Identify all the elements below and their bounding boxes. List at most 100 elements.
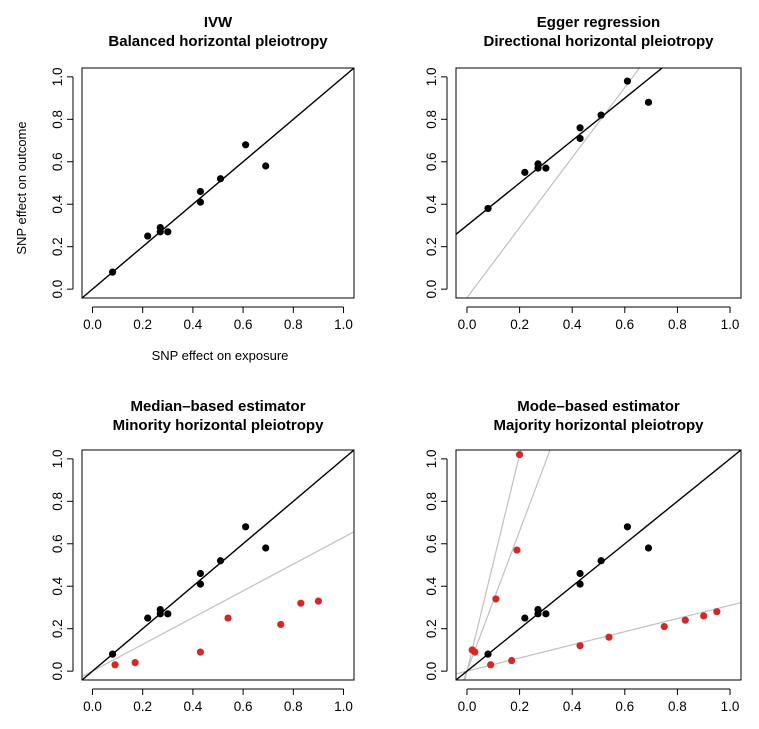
panel-3-series-black — [108, 523, 270, 658]
panel-2-lines — [456, 68, 664, 298]
y-tick-label: 0.6 — [424, 534, 439, 553]
data-point — [623, 77, 632, 85]
y-tick-label: 0.8 — [50, 110, 65, 129]
panel-2-series-black — [484, 77, 653, 213]
x-tick-label: 0.6 — [615, 699, 634, 714]
data-point — [131, 659, 139, 667]
data-point — [576, 580, 584, 588]
panel-4-fit-line-4 — [456, 450, 741, 680]
y-tick-label: 0.4 — [50, 194, 65, 213]
data-point — [242, 141, 250, 149]
data-point — [196, 198, 205, 206]
panel-3-lines — [82, 450, 354, 680]
y-tick-label: 0.6 — [50, 152, 65, 171]
x-tick-label: 0.2 — [133, 317, 152, 332]
x-tick-label: 0.4 — [563, 699, 582, 714]
x-tick-label: 0.8 — [668, 699, 687, 714]
data-point — [196, 648, 205, 656]
panel-4-title-line-2: Majority horizontal pleiotropy — [493, 417, 704, 434]
panel-3-title-line-2: Minority horizontal pleiotropy — [113, 417, 324, 434]
data-point — [576, 642, 584, 650]
data-point — [713, 608, 721, 616]
data-point — [515, 451, 524, 459]
x-tick-label: 1.0 — [334, 317, 353, 332]
data-point — [605, 633, 613, 641]
data-point — [314, 597, 323, 605]
x-tick-label: 0.2 — [510, 317, 529, 332]
panel-4-ref-line-1 — [464, 450, 522, 680]
x-tick-label: 0.6 — [615, 317, 634, 332]
panel-1-lines — [82, 68, 354, 298]
data-point — [542, 164, 550, 172]
x-tick-label: 0.0 — [458, 699, 477, 714]
x-tick-label: 0.8 — [284, 699, 303, 714]
panel-4: Mode–based estimator Majority horizontal … — [424, 398, 742, 714]
y-tick-label: 0.2 — [50, 619, 65, 638]
y-tick-label: 0.0 — [424, 662, 439, 681]
x-axis-label: SNP effect on exposure — [152, 348, 289, 363]
panel-4-lines — [456, 450, 741, 680]
data-point — [216, 175, 225, 183]
data-point — [487, 661, 495, 669]
y-tick-label: 0.4 — [424, 576, 439, 595]
x-tick-label: 1.0 — [721, 317, 740, 332]
data-point — [484, 204, 492, 213]
panel-1-series-black — [108, 141, 270, 276]
y-tick-label: 0.8 — [424, 492, 439, 511]
panel-3-title-line-1: Median–based estimator — [130, 398, 305, 415]
x-tick-label: 0.4 — [184, 699, 203, 714]
x-tick-label: 0.0 — [83, 317, 102, 332]
panel-3-ref-line-1 — [82, 531, 354, 678]
panel-1-fit-line-1 — [82, 68, 354, 298]
panel-3-fit-line-2 — [82, 450, 354, 680]
data-point — [521, 614, 529, 622]
y-tick-label: 0.4 — [50, 576, 65, 595]
panel-4-ref-line-2 — [463, 450, 551, 680]
panel-3-frame — [81, 449, 355, 681]
y-tick-label: 0.8 — [424, 110, 439, 129]
x-tick-label: 0.0 — [458, 317, 477, 332]
y-tick-label: 0.0 — [424, 280, 439, 299]
data-point — [277, 620, 285, 629]
data-point — [111, 661, 119, 669]
x-tick-label: 0.8 — [668, 317, 687, 332]
y-tick-label: 0.0 — [50, 662, 65, 681]
data-point — [576, 134, 584, 143]
data-point — [242, 523, 250, 531]
data-point — [471, 648, 479, 656]
x-tick-label: 0.0 — [83, 699, 102, 714]
panel-4-series-red — [468, 451, 721, 669]
y-tick-label: 0.6 — [424, 152, 439, 171]
panel-2: Egger regression Directional horizontal p… — [424, 14, 742, 332]
y-tick-label: 1.0 — [424, 67, 439, 86]
data-point — [597, 111, 605, 119]
data-point — [297, 599, 305, 607]
panel-4-ref-line-3 — [456, 601, 741, 675]
y-tick-label: 0.8 — [50, 492, 65, 511]
data-point — [262, 162, 270, 170]
x-tick-label: 0.6 — [234, 699, 253, 714]
x-tick-label: 0.2 — [133, 699, 152, 714]
data-point — [576, 569, 584, 578]
data-point — [681, 616, 689, 624]
x-tick-label: 0.4 — [184, 317, 203, 332]
data-point — [262, 544, 270, 552]
data-point — [156, 223, 164, 232]
panel-2-title-line-1: Egger regression — [537, 14, 660, 31]
panel-1-frame — [81, 67, 355, 299]
panel-2-frame — [455, 67, 742, 299]
y-tick-label: 0.6 — [50, 534, 65, 553]
y-tick-label: 0.0 — [50, 280, 65, 299]
data-point — [196, 569, 205, 578]
data-point — [508, 656, 516, 665]
data-point — [224, 614, 232, 622]
panel-1-title-line-1: IVW — [204, 14, 233, 31]
y-tick-label: 0.4 — [424, 194, 439, 213]
y-tick-label: 1.0 — [424, 449, 439, 468]
y-tick-label: 0.2 — [424, 619, 439, 638]
data-point — [144, 232, 152, 240]
panel-4-series-black — [484, 523, 653, 658]
y-tick-label: 0.2 — [424, 237, 439, 256]
